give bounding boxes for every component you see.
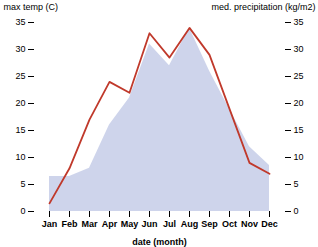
svg-text:med. precipitation (kg/m2): med. precipitation (kg/m2) [211, 2, 315, 12]
svg-text:Aug: Aug [181, 219, 199, 229]
svg-text:25: 25 [294, 71, 304, 81]
svg-text:0: 0 [294, 206, 299, 216]
svg-text:max temp (C): max temp (C) [4, 2, 59, 12]
svg-text:Jun: Jun [141, 219, 157, 229]
svg-text:15: 15 [294, 125, 304, 135]
svg-text:15: 15 [15, 125, 25, 135]
svg-text:May: May [121, 219, 139, 229]
svg-text:Dec: Dec [261, 219, 278, 229]
svg-text:20: 20 [15, 98, 25, 108]
svg-text:10: 10 [15, 152, 25, 162]
svg-text:Nov: Nov [241, 219, 258, 229]
svg-text:30: 30 [294, 44, 304, 54]
svg-text:date (month): date (month) [132, 237, 187, 247]
svg-text:10: 10 [294, 152, 304, 162]
svg-text:Mar: Mar [81, 219, 98, 229]
svg-text:5: 5 [294, 179, 299, 189]
svg-text:5: 5 [20, 179, 25, 189]
svg-text:20: 20 [294, 98, 304, 108]
svg-text:0: 0 [20, 206, 25, 216]
svg-text:35: 35 [15, 17, 25, 27]
svg-text:Jul: Jul [163, 219, 176, 229]
svg-text:Apr: Apr [102, 219, 118, 229]
svg-text:35: 35 [294, 17, 304, 27]
svg-text:Sep: Sep [201, 219, 218, 229]
svg-text:Oct: Oct [222, 219, 237, 229]
svg-text:Feb: Feb [61, 219, 78, 229]
svg-text:25: 25 [15, 71, 25, 81]
svg-text:Jan: Jan [42, 219, 58, 229]
svg-text:30: 30 [15, 44, 25, 54]
